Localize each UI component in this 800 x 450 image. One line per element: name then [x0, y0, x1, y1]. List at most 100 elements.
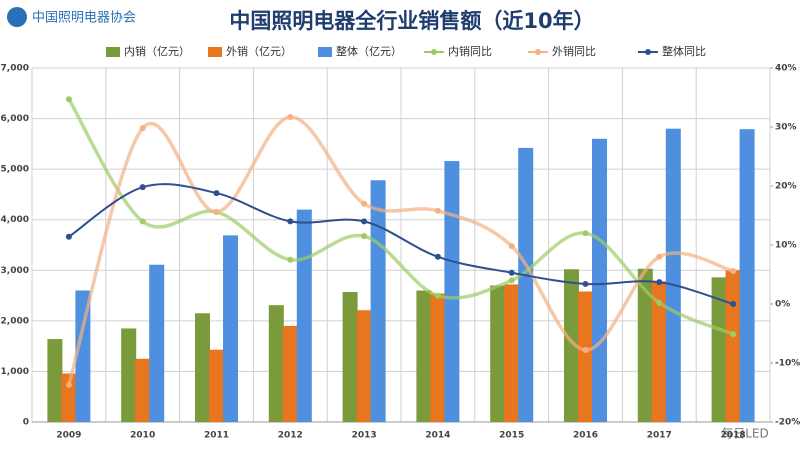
- bar: [564, 269, 579, 422]
- y2-tick-label: 30%: [775, 123, 797, 133]
- watermark: 每日LED: [721, 426, 769, 441]
- line-point: [139, 184, 146, 191]
- bar: [637, 268, 653, 422]
- logo-icon: [7, 7, 27, 27]
- bar: [282, 325, 298, 422]
- y2-tick-label: 0%: [775, 300, 790, 310]
- chart-title: 中国照明电器全行业销售额（近10年）: [229, 9, 594, 33]
- bar: [490, 285, 506, 422]
- y-tick-label: 4,000: [1, 215, 29, 225]
- bar: [135, 358, 151, 422]
- y-tick-label: 7,000: [1, 64, 29, 74]
- bar: [268, 305, 284, 422]
- bar: [665, 128, 681, 422]
- line-point: [656, 279, 663, 286]
- legend-swatch: [535, 49, 541, 55]
- bar: [518, 147, 534, 422]
- legend-label: 内销同比: [448, 44, 492, 58]
- bar: [342, 292, 358, 422]
- bar: [430, 293, 446, 422]
- x-tick-label: 2018: [721, 431, 746, 441]
- bar: [209, 349, 224, 422]
- y2-tick-label: -10%: [775, 359, 800, 369]
- y-tick-label: 2,000: [1, 316, 29, 326]
- legend-swatch: [208, 47, 222, 57]
- y-tick-label: 5,000: [1, 165, 29, 175]
- y-tick-label: 0: [23, 418, 29, 428]
- bar: [578, 291, 593, 422]
- line-point: [287, 218, 294, 225]
- x-tick-label: 2014: [425, 431, 450, 441]
- line-point: [582, 347, 589, 354]
- x-tick-label: 2011: [204, 431, 229, 441]
- line-point: [656, 299, 663, 306]
- logo-text: 中国照明电器协会: [32, 11, 136, 26]
- legend-label: 整体（亿元）: [336, 44, 402, 58]
- bar: [370, 180, 386, 422]
- x-tick-label: 2012: [278, 431, 303, 441]
- line: [67, 98, 734, 336]
- y2-tick-label: 20%: [775, 182, 797, 192]
- x-tick-label: 2016: [573, 431, 598, 441]
- y-tick-label: 6,000: [1, 114, 29, 124]
- bar: [739, 129, 755, 423]
- bar: [75, 290, 91, 422]
- line-point: [582, 280, 589, 287]
- line-point: [287, 113, 294, 120]
- line-point: [508, 277, 515, 284]
- line-point: [65, 96, 72, 103]
- line-point: [213, 190, 220, 197]
- line-point: [730, 331, 737, 338]
- line-point: [213, 208, 220, 215]
- line-point: [730, 301, 737, 307]
- bar: [416, 290, 432, 422]
- bar: [651, 281, 667, 422]
- y2-tick-label: -20%: [775, 418, 800, 428]
- x-tick-label: 2009: [56, 431, 81, 441]
- line-point: [139, 218, 146, 225]
- y2-tick-label: 40%: [775, 64, 797, 74]
- line-point: [508, 243, 515, 250]
- line-point: [361, 218, 368, 225]
- legend-label: 外销（亿元）: [226, 44, 292, 58]
- line-point: [361, 200, 368, 207]
- legend-swatch: [431, 49, 437, 55]
- line-point: [287, 256, 294, 263]
- line-point: [656, 253, 663, 260]
- line-point: [508, 269, 515, 276]
- line-point: [361, 233, 368, 240]
- bar: [149, 264, 165, 422]
- bar: [121, 328, 137, 422]
- bar: [223, 235, 238, 422]
- legend-swatch: [318, 47, 332, 57]
- bar: [296, 209, 312, 422]
- line: [68, 183, 734, 305]
- line-point: [582, 230, 589, 237]
- x-tick-label: 2010: [130, 431, 155, 441]
- x-tick-label: 2013: [352, 431, 377, 441]
- line-point: [139, 125, 146, 132]
- y-tick-label: 3,000: [1, 266, 29, 276]
- bar: [504, 284, 520, 422]
- bar: [356, 310, 372, 422]
- line-point: [434, 253, 441, 260]
- line-point: [434, 207, 441, 214]
- bar: [61, 373, 77, 422]
- line-point: [730, 267, 737, 274]
- bar: [725, 270, 741, 422]
- bar: [195, 313, 210, 422]
- x-tick-label: 2017: [647, 431, 672, 441]
- y-tick-label: 1,000: [1, 367, 29, 377]
- line-point: [65, 233, 72, 240]
- bar: [444, 161, 460, 422]
- x-tick-label: 2015: [499, 431, 524, 441]
- legend-label: 内销（亿元）: [124, 44, 190, 58]
- line-point: [65, 381, 72, 388]
- bar: [592, 138, 607, 423]
- legend-label: 外销同比: [552, 44, 596, 58]
- legend-swatch: [645, 49, 651, 55]
- line-point: [434, 292, 441, 299]
- legend-label: 整体同比: [662, 44, 706, 58]
- legend-swatch: [106, 47, 120, 57]
